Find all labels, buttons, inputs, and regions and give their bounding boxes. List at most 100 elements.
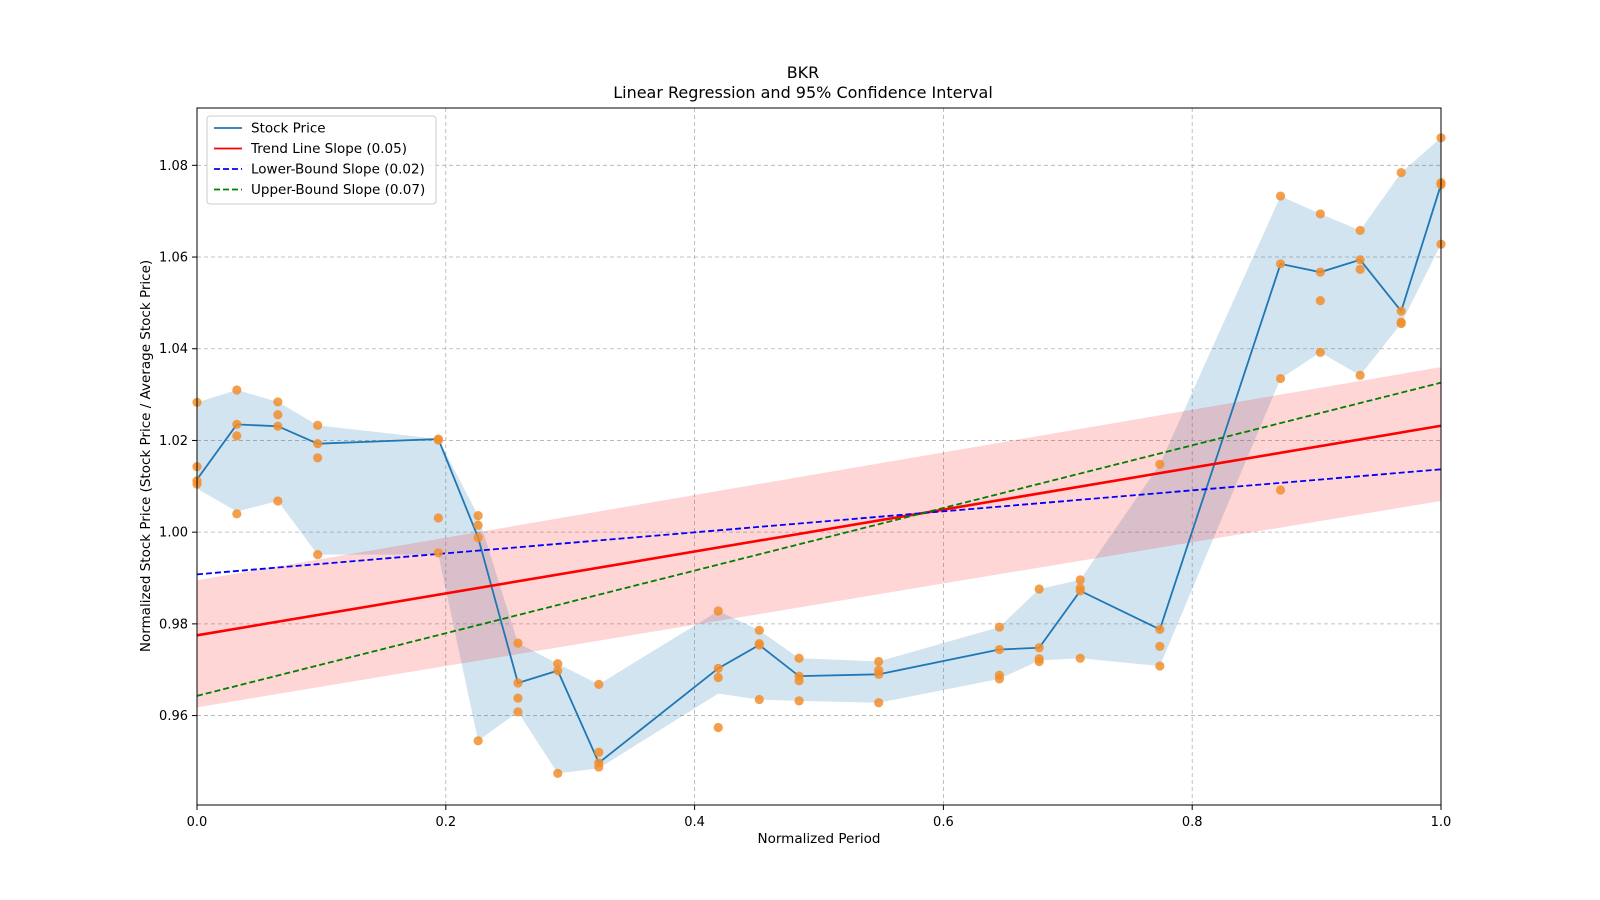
x-axis-label: Normalized Period [758,831,881,847]
scatter-point-39 [754,625,764,635]
scatter-point-70 [1275,485,1286,495]
scatter-point-43 [794,653,804,663]
scatter-point-11 [273,496,283,506]
scatter-point-49 [874,669,884,679]
scatter-point-21 [473,520,483,530]
scatter-point-18 [433,513,443,523]
legend-label-trend-line: Trend Line Slope (0.05) [250,141,407,157]
x-tick-label-4: 0.8 [1182,815,1203,830]
scatter-point-59 [1075,575,1085,585]
scatter-point-19 [433,548,443,558]
trend-line [196,424,1442,637]
y-axis-label: Normalized Stock Price (Stock Price / Av… [138,260,154,652]
scatter-point-63 [1155,459,1165,469]
scatter-point-17 [433,435,443,445]
y-tick-label-2: 1.00 [159,526,188,541]
scatter-point-75 [1355,225,1365,236]
scatter-point-73 [1315,295,1325,306]
scatter-point-61 [1075,586,1085,596]
scatter-point-54 [994,674,1004,684]
scatter-point-82 [1396,318,1406,329]
x-axis-ticks: 0.0 0.2 0.4 0.6 0.8 1.0 [187,805,1452,830]
scatter-point-4 [232,385,242,395]
scatter-point-50 [874,698,884,708]
scatter-point-22 [473,533,483,543]
scatter-point-41 [754,640,764,650]
scatter-point-68 [1275,259,1286,269]
scatter-point-9 [273,410,283,420]
chart-title: BKR [787,63,820,82]
y-tick-label-1: 0.98 [159,617,188,632]
scatter-point-37 [713,672,723,683]
scatter-point-72 [1315,267,1325,277]
scatter-point-78 [1355,370,1365,380]
chart-subtitle: Linear Regression and 95% Confidence Int… [613,83,993,102]
scatter-point-5 [232,419,242,430]
y-axis-ticks: 0.96 0.98 1.00 1.02 1.04 1.06 1.08 [159,159,197,724]
scatter-point-55 [1034,584,1044,594]
scatter-point-66 [1155,661,1165,671]
scatter-point-56 [1034,643,1044,653]
scatter-point-29 [553,666,563,676]
scatter-point-58 [1034,656,1044,667]
scatter-point-34 [594,762,604,772]
scatter-point-30 [553,768,563,778]
scatter-point-77 [1355,264,1365,275]
scatter-point-67 [1275,191,1286,201]
scatter-point-8 [273,397,283,407]
scatter-point-69 [1275,373,1286,384]
scatter-point-47 [874,656,884,667]
plot-frame [196,107,1442,806]
scatter-point-46 [794,696,804,706]
scatter-point-64 [1155,624,1165,634]
x-tick-label-0: 0.0 [187,815,208,830]
scatter-point-28 [553,659,563,669]
x-tick-label-3: 0.6 [933,815,954,830]
scatter-point-7 [232,509,242,519]
scatter-point-10 [273,421,283,431]
scatter-point-36 [713,663,723,673]
scatter-point-24 [513,638,523,648]
y-tick-label-4: 1.04 [159,342,188,357]
legend: Stock Price Trend Line Slope (0.05) Lowe… [206,115,437,205]
trend-confidence-band [197,367,1441,708]
legend-label-stock-price: Stock Price [251,121,326,137]
scatter-point-35 [713,606,723,616]
scatter-point-62 [1075,653,1085,663]
scatter-point-20 [473,511,483,521]
legend-box [206,115,437,205]
lower-bound-line [196,468,1442,576]
confidence-bands [197,137,1441,774]
scatter-point-52 [994,644,1004,655]
scatter-point-14 [313,453,323,463]
upper-bound-line [196,381,1442,697]
y-tick-label-0: 0.96 [159,709,188,724]
scatter-point-25 [513,678,523,688]
scatter-point-71 [1315,209,1325,219]
scatter-point-12 [313,420,323,430]
scatter-point-65 [1155,641,1165,651]
scatter-point-80 [1396,306,1406,316]
y-tick-label-5: 1.06 [159,251,188,266]
scatter-point-32 [594,747,604,757]
scatter-point-79 [1396,168,1406,178]
x-tick-label-1: 0.2 [435,815,456,830]
legend-label-lower-bound: Lower-Bound Slope (0.02) [251,162,425,178]
scatter-point-27 [513,707,523,717]
scatter-point-31 [594,679,604,690]
y-tick-label-6: 1.08 [159,159,188,174]
legend-label-upper-bound: Upper-Bound Slope (0.07) [251,182,425,198]
scatter-point-6 [232,431,242,441]
x-tick-label-5: 1.0 [1431,815,1452,830]
scatter-point-51 [994,622,1004,632]
series-lines [196,184,1442,765]
stock-price-line [196,184,1442,765]
scatter-point-38 [713,722,723,733]
scatter-point-13 [313,439,323,449]
scatter-point-23 [473,736,483,746]
scatter-point-15 [313,550,323,560]
scatter-point-74 [1315,347,1325,358]
scatter-point-76 [1355,255,1365,265]
grid [196,108,1442,805]
